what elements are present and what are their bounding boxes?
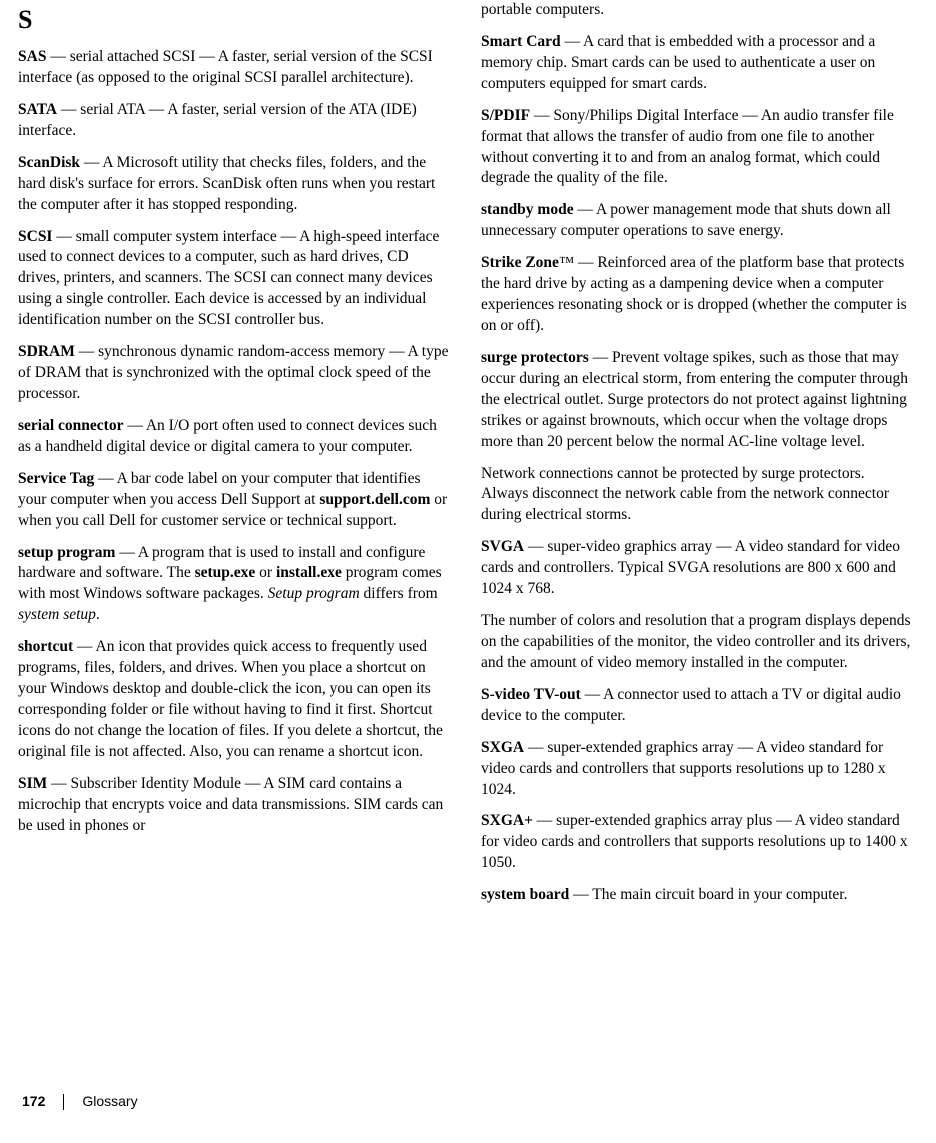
term: Smart Card: [481, 33, 561, 50]
glossary-entry: SVGA — super-video graphics array — A vi…: [481, 537, 914, 600]
glossary-entry: standby mode — A power management mode t…: [481, 200, 914, 242]
glossary-entry: SATA — serial ATA — A faster, serial ver…: [18, 100, 451, 142]
glossary-entry: SIM — Subscriber Identity Module — A SIM…: [18, 774, 451, 837]
glossary-entry: SCSI — small computer system interface —…: [18, 227, 451, 332]
glossary-entry: Strike Zone™ — Reinforced area of the pl…: [481, 253, 914, 337]
term: standby mode: [481, 201, 574, 218]
bold-text: setup.exe: [195, 564, 256, 581]
glossary-entry: surge protectors — Prevent voltage spike…: [481, 348, 914, 453]
definition: — serial attached SCSI — A faster, seria…: [18, 48, 433, 86]
term: serial connector: [18, 417, 123, 434]
section-letter: S: [18, 2, 451, 37]
glossary-entry: setup program — A program that is used t…: [18, 543, 451, 627]
definition: — Subscriber Identity Module — A SIM car…: [18, 775, 443, 834]
glossary-note: Network connections cannot be protected …: [481, 464, 914, 527]
term: system board: [481, 886, 569, 903]
page-columns: S SAS — serial attached SCSI — A faster,…: [18, 0, 914, 917]
term: Service Tag: [18, 470, 94, 487]
term: setup program: [18, 544, 115, 561]
glossary-entry: serial connector — An I/O port often use…: [18, 416, 451, 458]
italic-text: Setup program: [268, 585, 360, 602]
bold-text: support.dell.com: [319, 491, 430, 508]
definition: — small computer system interface — A hi…: [18, 228, 439, 329]
italic-text: system setup: [18, 606, 96, 623]
definition: — Sony/Philips Digital Interface — An au…: [481, 107, 894, 187]
term: S/PDIF: [481, 107, 530, 124]
page-footer: 172 Glossary: [22, 1092, 138, 1111]
definition: — A Microsoft utility that checks files,…: [18, 154, 435, 213]
right-column: portable computers. Smart Card — A card …: [481, 0, 914, 917]
definition: — synchronous dynamic random-access memo…: [18, 343, 449, 402]
bold-text: install.exe: [276, 564, 342, 581]
glossary-entry: system board — The main circuit board in…: [481, 885, 914, 906]
term: SATA: [18, 101, 57, 118]
glossary-entry: Service Tag — A bar code label on your c…: [18, 469, 451, 532]
term: shortcut: [18, 638, 73, 655]
term: SDRAM: [18, 343, 75, 360]
definition: — super-extended graphics array — A vide…: [481, 739, 886, 798]
term: surge protectors: [481, 349, 589, 366]
term: Strike Zone: [481, 254, 559, 271]
definition: — serial ATA — A faster, serial version …: [18, 101, 417, 139]
glossary-entry: SDRAM — synchronous dynamic random-acces…: [18, 342, 451, 405]
glossary-entry: S/PDIF — Sony/Philips Digital Interface …: [481, 106, 914, 190]
definition: — super-video graphics array — A video s…: [481, 538, 900, 597]
page-number: 172: [22, 1092, 45, 1111]
term: SXGA: [481, 739, 524, 756]
glossary-entry: ScanDisk — A Microsoft utility that chec…: [18, 153, 451, 216]
term: SXGA+: [481, 812, 533, 829]
definition: or: [255, 564, 276, 581]
term: SVGA: [481, 538, 524, 555]
definition: — super-extended graphics array plus — A…: [481, 812, 908, 871]
definition: — An icon that provides quick access to …: [18, 638, 443, 760]
footer-separator: [63, 1094, 64, 1110]
term: S-video TV-out: [481, 686, 581, 703]
glossary-entry: Smart Card — A card that is embedded wit…: [481, 32, 914, 95]
trademark: ™: [559, 254, 574, 271]
term: ScanDisk: [18, 154, 80, 171]
term: SAS: [18, 48, 46, 65]
glossary-entry: SXGA+ — super-extended graphics array pl…: [481, 811, 914, 874]
term: SCSI: [18, 228, 52, 245]
glossary-entry: S-video TV-out — A connector used to att…: [481, 685, 914, 727]
term: SIM: [18, 775, 47, 792]
glossary-entry: SAS — serial attached SCSI — A faster, s…: [18, 47, 451, 89]
left-column: S SAS — serial attached SCSI — A faster,…: [18, 0, 451, 917]
continuation-text: portable computers.: [481, 0, 914, 21]
definition: .: [96, 606, 100, 623]
glossary-entry: SXGA — super-extended graphics array — A…: [481, 738, 914, 801]
glossary-note: The number of colors and resolution that…: [481, 611, 914, 674]
footer-section: Glossary: [82, 1092, 137, 1111]
definition: — The main circuit board in your compute…: [569, 886, 847, 903]
definition: differs from: [360, 585, 438, 602]
glossary-entry: shortcut — An icon that provides quick a…: [18, 637, 451, 763]
